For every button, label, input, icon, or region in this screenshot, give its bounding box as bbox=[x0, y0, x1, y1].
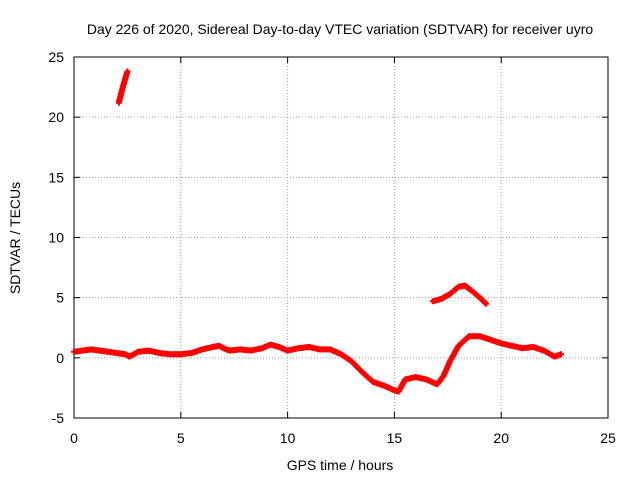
data-point bbox=[558, 351, 564, 358]
y-tick-label: 5 bbox=[56, 290, 64, 306]
x-tick-label: 25 bbox=[600, 430, 616, 446]
series-main-arc bbox=[71, 333, 564, 395]
y-tick-label: 15 bbox=[48, 169, 64, 185]
y-tick-label: 10 bbox=[48, 230, 64, 246]
x-axis-label: GPS time / hours bbox=[287, 457, 394, 473]
data-layer bbox=[71, 68, 564, 395]
y-tick-label: -5 bbox=[52, 410, 65, 426]
chart-title: Day 226 of 2020, Sidereal Day-to-day VTE… bbox=[87, 21, 593, 37]
data-point bbox=[124, 68, 131, 75]
y-tick-label: 0 bbox=[56, 350, 64, 366]
x-tick-label: 20 bbox=[493, 430, 509, 446]
y-tick-label: 25 bbox=[48, 49, 64, 65]
series-late-arc bbox=[429, 282, 490, 307]
x-tick-label: 5 bbox=[177, 430, 185, 446]
y-tick-label: 20 bbox=[48, 109, 64, 125]
y-axis-label: SDTVAR / TECUs bbox=[7, 182, 23, 294]
tick-layer: 0 5 10 15 20 25 -5 0 5 10 15 20 25 bbox=[48, 49, 616, 446]
series-early-arc bbox=[115, 68, 131, 106]
x-tick-label: 0 bbox=[70, 430, 78, 446]
data-point bbox=[483, 300, 490, 307]
x-tick-label: 15 bbox=[387, 430, 403, 446]
grid-layer bbox=[74, 57, 608, 418]
x-tick-label: 10 bbox=[280, 430, 296, 446]
